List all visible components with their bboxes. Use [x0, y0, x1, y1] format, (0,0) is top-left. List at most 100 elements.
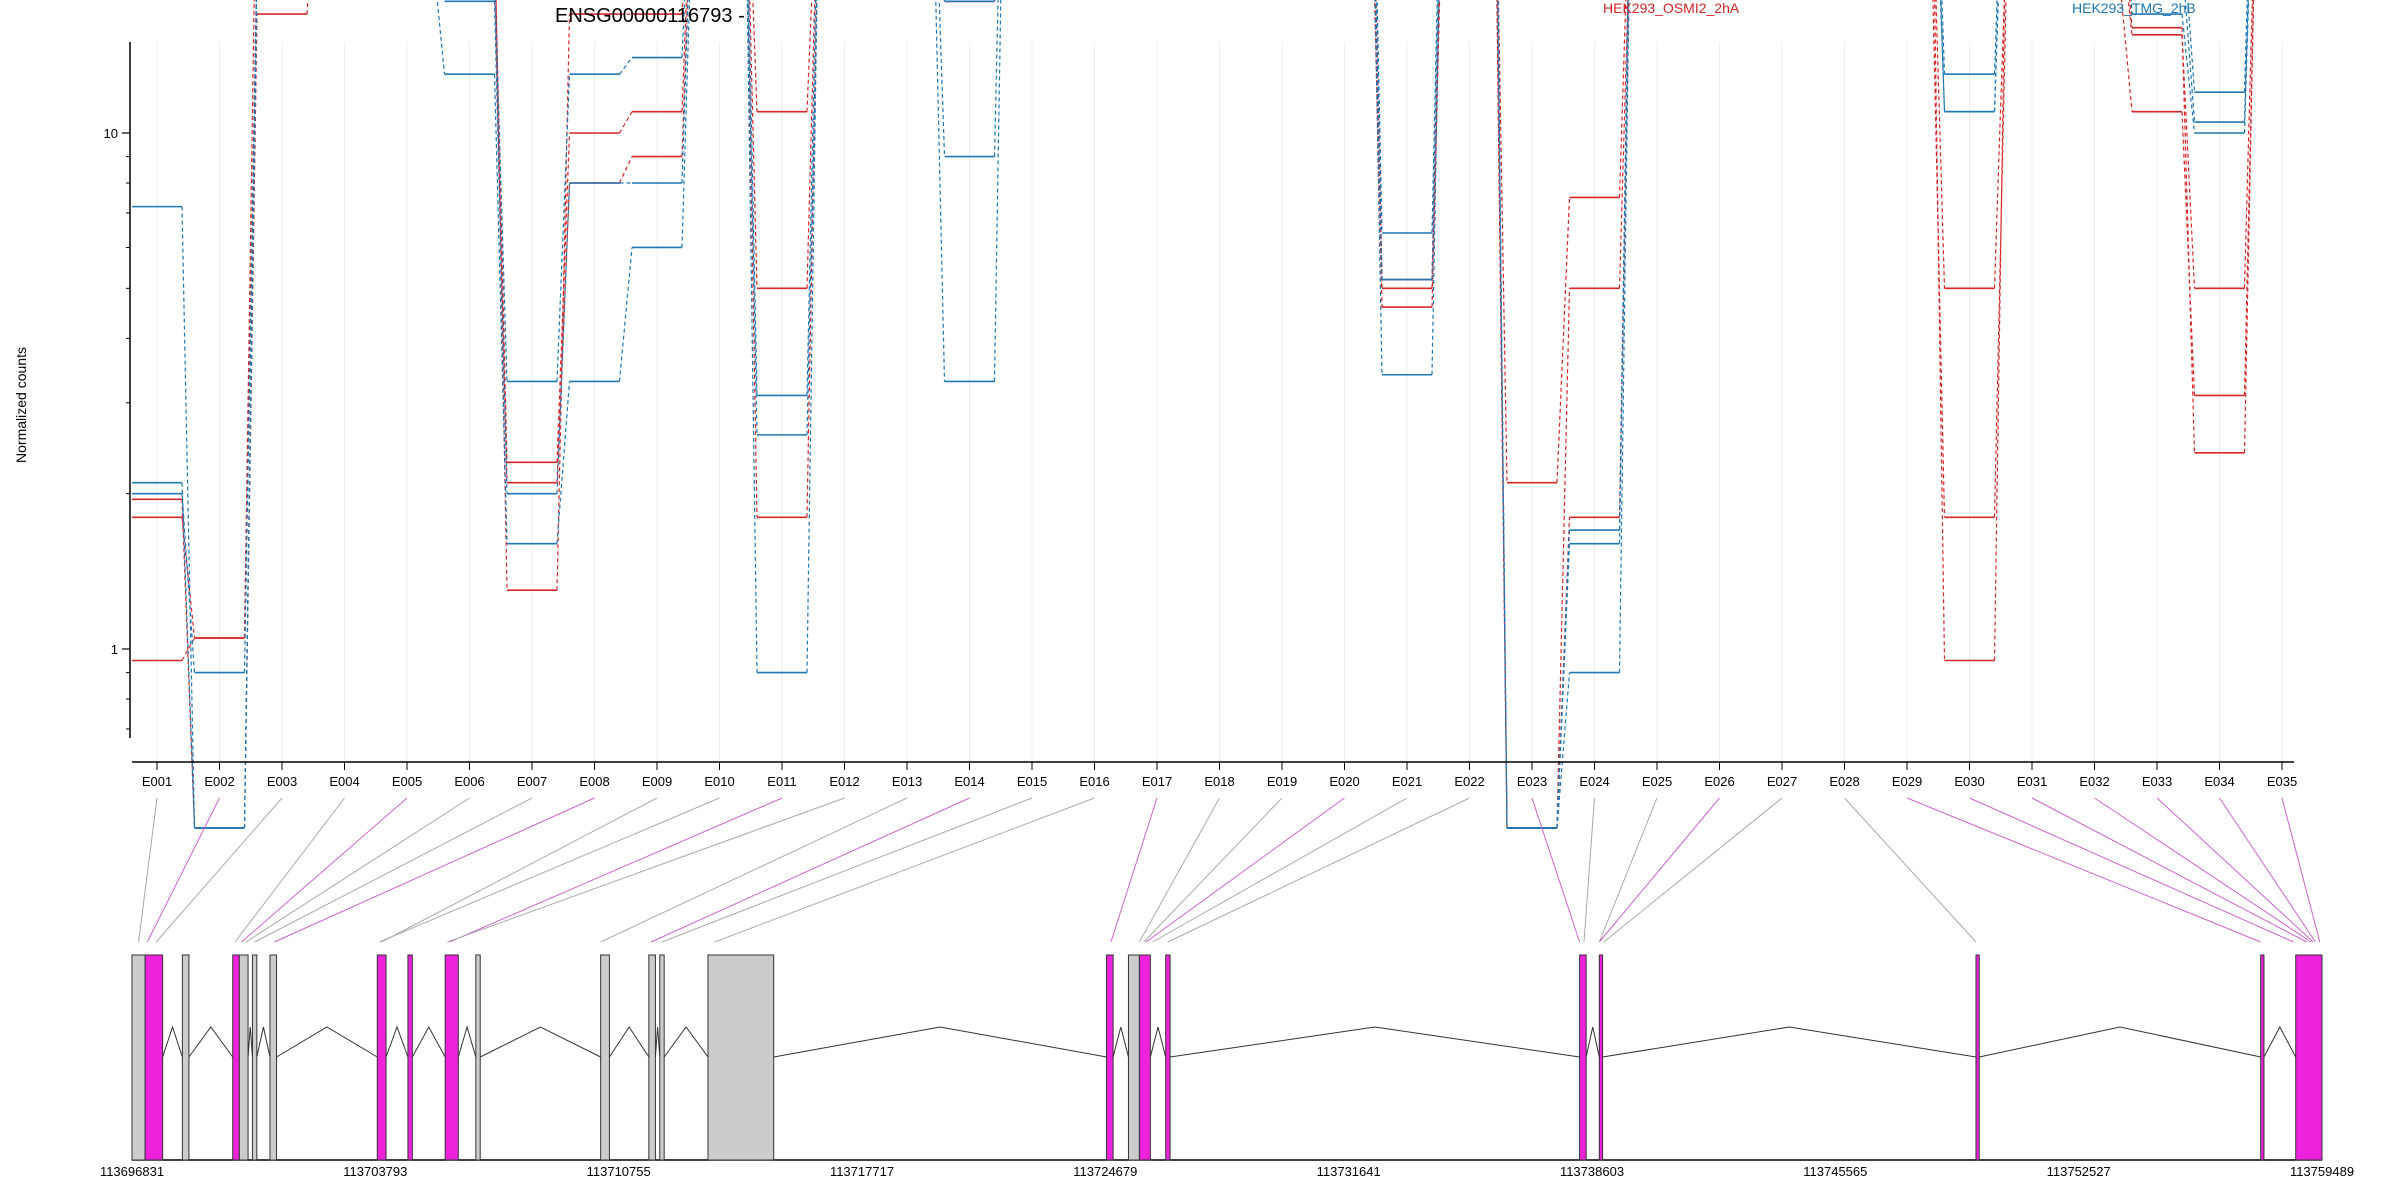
- exon-connector: [1152, 797, 1408, 943]
- exon-tick-label: E029: [1892, 774, 1922, 789]
- series-connector: [443, 0, 446, 2]
- intron-line: [1149, 1026, 1167, 1058]
- series-connector: [681, 0, 689, 184]
- series-connector: [935, 0, 946, 382]
- exon-tick-label: E019: [1267, 774, 1297, 789]
- series-connector: [1932, 0, 1946, 518]
- series-connector: [2243, 0, 2255, 453]
- series-connector: [2181, 111, 2196, 396]
- chart-title: ENSG00000116793 -: [555, 5, 745, 27]
- series-connector: [806, 0, 818, 518]
- exon-connector: [449, 797, 783, 943]
- series-connector: [806, 0, 818, 673]
- exon-block: [144, 954, 164, 1161]
- series-lines: [132, 0, 2255, 829]
- series-connector: [1618, 0, 1629, 289]
- coordinate-label: 113731641: [1317, 1164, 1381, 1179]
- series-connector: [1993, 0, 1998, 75]
- exon-tick-label: E028: [1829, 774, 1859, 789]
- exon-connector: [1969, 797, 2294, 943]
- exon-tick-label: E004: [329, 774, 359, 789]
- series-connector: [1431, 0, 1438, 234]
- exon-tick-label: E027: [1767, 774, 1797, 789]
- intron-line: [609, 1026, 650, 1058]
- series-connector: [1556, 672, 1571, 828]
- exon-block: [1106, 954, 1114, 1161]
- intron-line: [1585, 1026, 1600, 1058]
- intron-line: [1602, 1026, 1977, 1058]
- exon-connector: [1145, 797, 1345, 943]
- intron-line: [479, 1026, 601, 1058]
- exon-connector: [274, 797, 595, 943]
- series-connector: [181, 482, 196, 828]
- exon-tick-label: E020: [1329, 774, 1359, 789]
- series-connector: [2129, 0, 2133, 28]
- intron-line: [411, 1025, 446, 1058]
- series-connector: [681, 0, 691, 248]
- exon-block: [376, 954, 387, 1161]
- gene-model: [131, 954, 2323, 1161]
- intron-line: [1169, 1026, 1580, 1058]
- exon-connector: [138, 797, 158, 943]
- exon-block: [1975, 954, 1980, 1161]
- series-connector: [1431, 0, 1439, 280]
- exon-block: [238, 954, 249, 1161]
- series-connector: [806, 0, 817, 396]
- exon-connector: [1906, 797, 2261, 943]
- exon-tick-label: E017: [1142, 774, 1172, 789]
- series-connector: [1618, 0, 1629, 531]
- exon-connector: [650, 797, 970, 943]
- exon-connector: [2031, 797, 2307, 943]
- exon-block: [269, 954, 278, 1161]
- exon-connector: [1598, 797, 1720, 943]
- exon-tick-label: E025: [1642, 774, 1672, 789]
- series-connector: [494, 0, 508, 382]
- series-connector: [556, 182, 571, 483]
- exon-block: [1579, 954, 1587, 1161]
- series-connector: [806, 0, 813, 112]
- series-connector: [181, 493, 196, 673]
- legend-entry-tmg: HEK293_TMG_2hB: [2072, 0, 2196, 16]
- series-connector: [1934, 0, 1946, 661]
- exon-tick-label: E001: [142, 774, 172, 789]
- exon-tick-label: E031: [2017, 774, 2047, 789]
- series-connector: [556, 74, 571, 382]
- vertical-grid: [156, 42, 2283, 762]
- series-connector: [556, 182, 571, 494]
- exon-tick-label: E026: [1704, 774, 1734, 789]
- series-connector: [618, 247, 633, 382]
- exon-tick-label: E011: [767, 774, 796, 789]
- series-connector: [619, 57, 633, 75]
- exon-block: [251, 954, 258, 1161]
- exon-connector: [2156, 797, 2314, 943]
- exon-connector: [146, 797, 220, 943]
- series-connector: [1940, 0, 1946, 112]
- exon-tick-label: E014: [954, 774, 984, 789]
- series-connector: [495, 0, 508, 463]
- series-connector: [1556, 543, 1571, 828]
- series-connector: [1618, 0, 1630, 673]
- intron-line: [1979, 1026, 2261, 1058]
- exon-block: [2260, 954, 2265, 1161]
- coordinate-label: 113724679: [1073, 1164, 1137, 1179]
- x-axis: E001 E002 E003 E004 E005 E006 E007 E008 E009 E010…: [132, 761, 2297, 789]
- y-tick-label: 1: [111, 642, 118, 657]
- series-connector: [1497, 0, 1508, 828]
- exon-connector: [600, 797, 908, 943]
- exon-tick-label: E010: [704, 774, 734, 789]
- series-connector: [943, 0, 946, 2]
- series-connector: [1431, 0, 1440, 375]
- intron-line: [1112, 1026, 1129, 1058]
- series-connector: [752, 0, 758, 112]
- series-connector: [2243, 0, 2249, 123]
- series-connector: [2181, 34, 2196, 289]
- series-connector: [243, 0, 255, 639]
- exon-connector: [254, 797, 533, 943]
- series-connector: [1556, 197, 1571, 483]
- exon-connector: [2281, 797, 2321, 943]
- exon-connector: [1603, 797, 1783, 943]
- exon-connector: [661, 797, 1033, 943]
- series-connector: [748, 0, 758, 396]
- exon-tick-label: E007: [517, 774, 547, 789]
